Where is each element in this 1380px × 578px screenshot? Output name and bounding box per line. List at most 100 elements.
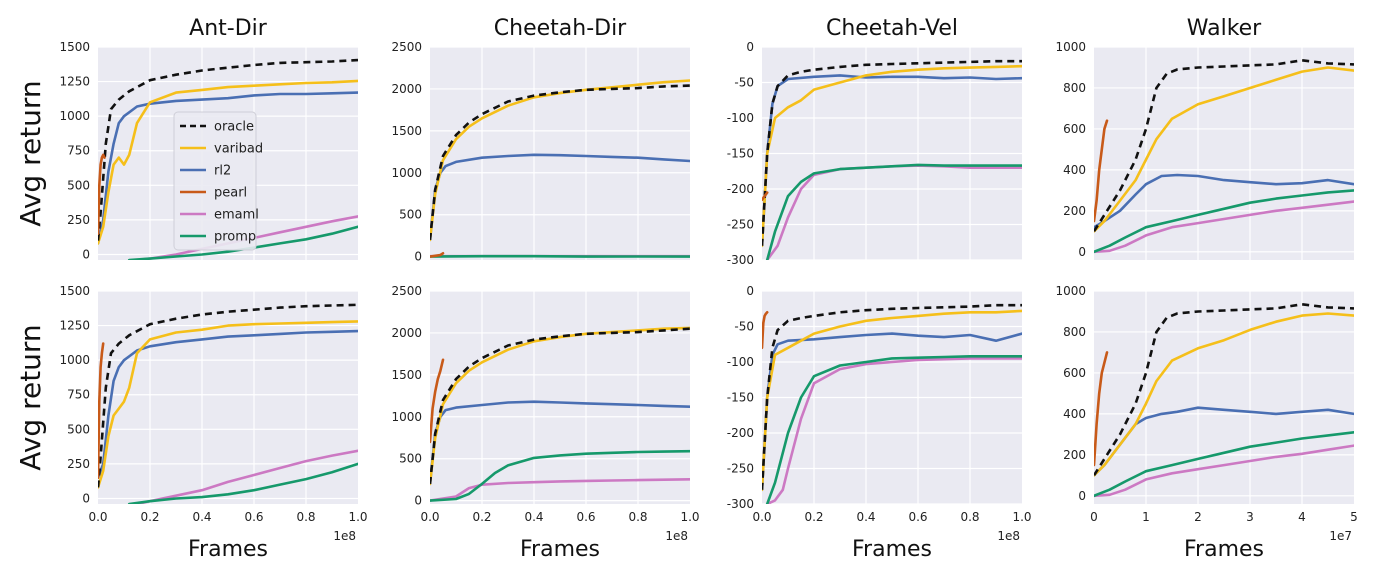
x-tick-label: 0: [1090, 510, 1098, 524]
y-tick-label: 600: [1063, 366, 1086, 380]
series-line-emaml: [1094, 444, 1354, 498]
series-line-promp: [765, 354, 1022, 504]
y-tick-label: -150: [727, 391, 754, 405]
y-tick-label: 800: [1063, 325, 1086, 339]
x-axis-multiplier: 1e7: [1329, 529, 1352, 543]
series-line-varibad: [98, 320, 358, 489]
y-tick-label: -300: [727, 253, 754, 267]
y-tick-label: -50: [734, 76, 754, 90]
chart-title: Cheetah-Dir: [494, 16, 627, 41]
x-axis-multiplier: 1e8: [333, 529, 356, 543]
x-tick-label: 0.4: [524, 510, 543, 524]
series-line-varibad: [98, 79, 358, 245]
plot-background: [1094, 47, 1354, 260]
series-line-rl2: [1094, 173, 1354, 229]
y-tick-label: 500: [399, 208, 422, 222]
x-tick-label: 0.2: [804, 510, 823, 524]
x-tick-label: 4: [1298, 510, 1306, 524]
x-tick-label: 2: [1194, 510, 1202, 524]
y-tick-label: 500: [399, 452, 422, 466]
chart-panel-7: 0 200 400 600 800 1000 0 1 2 3 4 5 1e7: [1055, 284, 1357, 543]
chart-panel-3: 0 200 400 600 800 1000 Walker: [1055, 16, 1354, 260]
y-axis-label: Avg return: [14, 324, 47, 470]
y-tick-label: 200: [1063, 448, 1086, 462]
series-line-varibad: [1094, 66, 1354, 233]
y-tick-label: 0: [82, 247, 90, 261]
legend-label-promp: promp: [214, 230, 256, 245]
chart-title: Cheetah-Vel: [826, 16, 958, 41]
y-tick-label: 0: [1078, 245, 1086, 259]
x-tick-label: 0.4: [192, 510, 211, 524]
y-tick-label: -200: [727, 426, 754, 440]
legend-label-rl2: rl2: [214, 164, 231, 179]
series-line-promp: [1094, 430, 1354, 498]
x-tick-label: 1.0: [348, 510, 367, 524]
x-axis-label: Frames: [188, 537, 268, 562]
x-tick-label: 1: [1142, 510, 1150, 524]
x-tick-label: 5: [1350, 510, 1358, 524]
legend-label-varibad: varibad: [214, 142, 263, 157]
y-tick-label: 1500: [391, 124, 422, 138]
plot-background: [430, 47, 690, 260]
legend-label-emaml: emaml: [214, 208, 259, 223]
series-line-pearl: [98, 342, 105, 480]
y-tick-label: 1000: [391, 410, 422, 424]
x-axis-label: Frames: [852, 537, 932, 562]
legend-label-pearl: pearl: [214, 186, 247, 201]
y-tick-label: 1500: [59, 284, 90, 298]
x-tick-label: 0.2: [472, 510, 491, 524]
y-tick-label: 1500: [59, 40, 90, 54]
plot-background: [1094, 291, 1354, 504]
series-line-pearl: [1094, 351, 1109, 467]
y-tick-label: 750: [67, 388, 90, 402]
y-tick-label: -300: [727, 497, 754, 511]
y-tick-label: 2500: [391, 284, 422, 298]
series-line-promp: [765, 163, 1022, 260]
x-tick-label: 3: [1246, 510, 1254, 524]
x-tick-label: 0.8: [296, 510, 315, 524]
y-tick-label: -250: [727, 462, 754, 476]
chart-title: Ant-Dir: [189, 16, 268, 41]
series-line-varibad: [430, 79, 690, 242]
series-line-promp: [430, 449, 690, 502]
x-axis-multiplier: 1e8: [665, 529, 688, 543]
y-tick-label: 1000: [1055, 40, 1086, 54]
y-tick-label: 1000: [1055, 284, 1086, 298]
series-line-emaml: [135, 449, 358, 504]
x-axis-label: Frames: [520, 537, 600, 562]
y-tick-label: 750: [67, 144, 90, 158]
y-tick-label: 1000: [391, 166, 422, 180]
series-line-oracle: [762, 303, 1022, 490]
x-tick-label: 0.0: [752, 510, 771, 524]
y-tick-label: 500: [67, 178, 90, 192]
series-line-rl2: [98, 329, 358, 480]
series-line-varibad: [1094, 312, 1354, 477]
y-tick-label: 200: [1063, 204, 1086, 218]
series-line-oracle: [98, 58, 358, 241]
y-tick-label: -150: [727, 147, 754, 161]
legend: oracle varibad rl2 pearl emaml promp: [173, 111, 263, 251]
series-line-rl2: [762, 332, 1022, 492]
y-tick-label: -100: [727, 111, 754, 125]
y-tick-label: 500: [67, 422, 90, 436]
chart-panel-1: 0 500 1000 1500 2000 2500 Cheetah-Dir: [391, 16, 690, 264]
series-line-varibad: [762, 64, 1022, 248]
series-line-pearl: [762, 191, 769, 201]
series-line-oracle: [430, 327, 690, 485]
y-tick-label: 1500: [391, 368, 422, 382]
series-line-promp: [1094, 189, 1354, 254]
y-tick-label: 2000: [391, 82, 422, 96]
y-tick-label: 1000: [59, 109, 90, 123]
series-line-pearl: [430, 358, 445, 444]
y-tick-label: 1250: [59, 319, 90, 333]
x-tick-label: 1.0: [680, 510, 699, 524]
x-tick-label: 0.8: [628, 510, 647, 524]
series-line-emaml: [765, 357, 1022, 504]
series-line-pearl: [762, 310, 769, 350]
x-axis-label: Frames: [1184, 537, 1264, 562]
y-tick-label: 0: [746, 284, 754, 298]
y-tick-label: -250: [727, 218, 754, 232]
series-line-pearl: [1094, 119, 1109, 223]
x-tick-label: 0.2: [140, 510, 159, 524]
series-line-varibad: [762, 309, 1022, 492]
